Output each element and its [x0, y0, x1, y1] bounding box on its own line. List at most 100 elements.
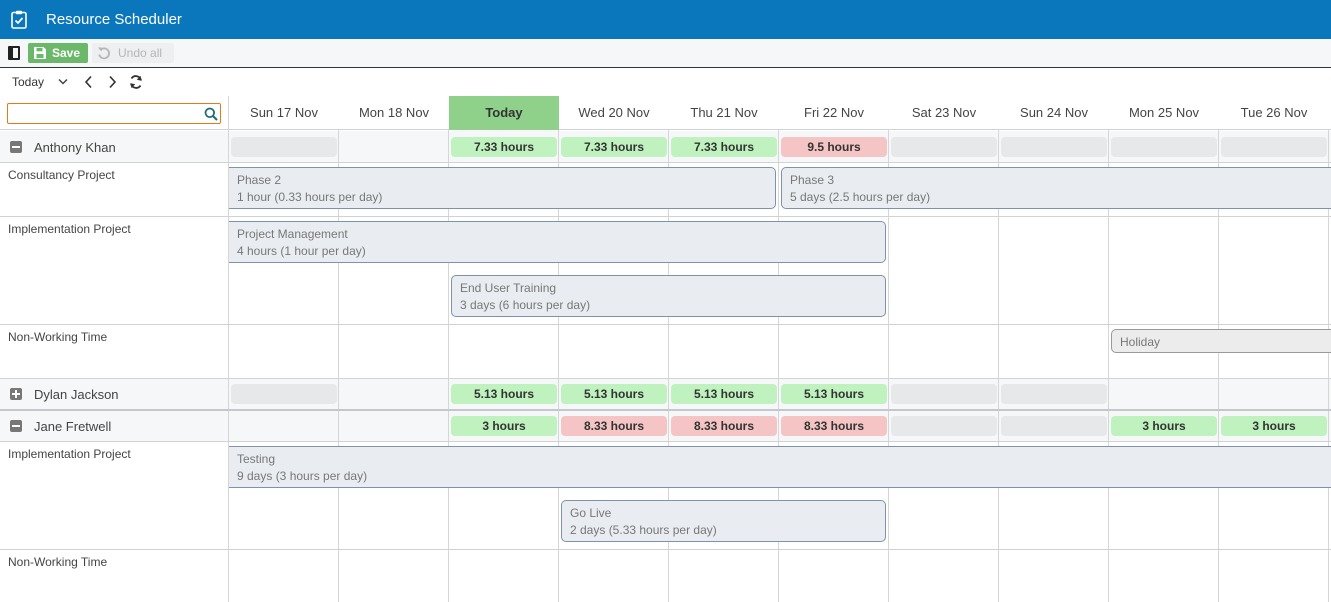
task-title: Phase 3	[790, 173, 835, 187]
daily-total: 3 hours	[1221, 416, 1327, 436]
daily-total: 7.33 hours	[671, 137, 777, 157]
daily-total	[1001, 416, 1107, 436]
today-dropdown[interactable]: Today	[4, 72, 72, 92]
sidebar-toggle-icon[interactable]	[8, 46, 20, 60]
undo-all-button[interactable]: Undo all	[92, 43, 174, 63]
daily-total	[1111, 137, 1217, 157]
day-header: Thu 21 Nov	[690, 105, 758, 120]
project-label: Implementation Project	[8, 222, 131, 236]
task-bar[interactable]: Testing 9 days (3 hours per day)	[229, 446, 1331, 488]
daily-total	[891, 384, 997, 404]
task-bar[interactable]: Project Management 4 hours (1 hour per d…	[229, 221, 886, 263]
project-label: Non-Working Time	[8, 330, 108, 344]
daily-total: 5.13 hours	[451, 384, 557, 404]
grid-line	[1108, 130, 1109, 602]
daily-total: 5.13 hours	[671, 384, 777, 404]
task-detail: 2 days (5.33 hours per day)	[570, 523, 717, 537]
day-header: Sun 24 Nov	[1020, 105, 1088, 120]
task-title: Holiday	[1120, 335, 1161, 349]
project-label: Implementation Project	[8, 447, 131, 461]
calendar-header: Sun 17 Nov Mon 18 Nov Today Wed 20 Nov T…	[0, 96, 1331, 130]
date-navigation: Today	[0, 68, 1331, 96]
task-detail: 1 hour (0.33 hours per day)	[237, 190, 383, 204]
resource-name: Dylan Jackson	[34, 387, 119, 402]
refresh-icon[interactable]	[128, 74, 144, 90]
task-detail: 4 hours (1 hour per day)	[237, 244, 366, 258]
today-dropdown-label: Today	[12, 75, 45, 89]
grid-line	[998, 130, 999, 602]
task-bar[interactable]: End User Training 3 days (6 hours per da…	[451, 275, 886, 317]
grid-line	[668, 130, 669, 602]
daily-total: 5.13 hours	[561, 384, 667, 404]
collapse-icon[interactable]	[10, 141, 22, 153]
daily-total: 7.33 hours	[451, 137, 557, 157]
resource-row: Anthony Khan	[0, 131, 1331, 163]
task-bar[interactable]: Go Live 2 days (5.33 hours per day)	[561, 500, 886, 542]
daily-total	[891, 137, 997, 157]
task-title: Project Management	[237, 227, 348, 241]
grid-line	[448, 130, 449, 602]
daily-total	[231, 137, 337, 157]
day-header-today: Today	[449, 96, 559, 130]
daily-total: 5.13 hours	[781, 384, 887, 404]
clipboard-check-icon	[11, 10, 27, 29]
day-header: Wed 20 Nov	[578, 105, 650, 120]
save-icon	[34, 47, 46, 59]
daily-total: 8.33 hours	[561, 416, 667, 436]
save-label: Save	[52, 46, 81, 60]
search-icon[interactable]	[204, 107, 218, 121]
app-title: Resource Scheduler	[46, 11, 182, 28]
task-detail: 9 days (3 hours per day)	[237, 469, 368, 483]
expand-icon[interactable]	[10, 388, 22, 400]
day-header: Fri 22 Nov	[804, 105, 864, 120]
grid-line	[778, 130, 779, 602]
grid-line	[228, 96, 229, 602]
chevron-right-icon[interactable]	[104, 74, 120, 90]
daily-total: 9.5 hours	[781, 137, 887, 157]
task-title: Go Live	[570, 506, 612, 520]
task-bar[interactable]: Phase 3 5 days (2.5 hours per day)	[781, 167, 1331, 209]
daily-total	[231, 384, 337, 404]
daily-total	[1001, 384, 1107, 404]
grid-line	[558, 130, 559, 602]
project-label: Consultancy Project	[8, 168, 115, 182]
task-detail: 3 days (6 hours per day)	[460, 298, 591, 312]
row-divider	[0, 162, 1331, 163]
grid-line	[888, 130, 889, 602]
day-header: Mon 25 Nov	[1128, 105, 1200, 120]
chevron-down-icon	[58, 78, 68, 85]
daily-total	[891, 416, 997, 436]
task-bar[interactable]: Holiday	[1111, 329, 1331, 353]
collapse-icon[interactable]	[10, 420, 22, 432]
title-bar: Resource Scheduler	[0, 0, 1331, 39]
day-header: Tue 26 Nov	[1240, 105, 1308, 120]
row-divider	[0, 324, 1331, 325]
grid-line	[1328, 130, 1329, 602]
row-divider	[0, 409, 1331, 411]
search-input[interactable]	[12, 106, 198, 121]
daily-total: 8.33 hours	[781, 416, 887, 436]
resource-name: Jane Fretwell	[34, 419, 112, 434]
day-header: Mon 18 Nov	[358, 105, 430, 120]
undo-all-label: Undo all	[118, 46, 163, 60]
undo-icon	[97, 47, 110, 60]
search-box[interactable]	[7, 103, 221, 124]
save-button[interactable]: Save	[28, 43, 88, 63]
task-detail: 5 days (2.5 hours per day)	[790, 190, 931, 204]
task-title: Testing	[237, 452, 276, 466]
row-divider	[0, 441, 1331, 442]
day-header: Sat 23 Nov	[911, 105, 977, 120]
project-label: Non-Working Time	[8, 555, 108, 569]
daily-total: 3 hours	[451, 416, 557, 436]
row-divider	[0, 216, 1331, 217]
task-title: Phase 2	[237, 173, 282, 187]
resource-name: Anthony Khan	[34, 140, 116, 155]
row-divider	[0, 549, 1331, 550]
grid-line	[1218, 130, 1219, 602]
chevron-left-icon[interactable]	[81, 74, 97, 90]
grid-line	[338, 130, 339, 602]
day-header: Sun 17 Nov	[250, 105, 318, 120]
daily-total	[1001, 137, 1107, 157]
task-bar[interactable]: Phase 2 1 hour (0.33 hours per day)	[229, 167, 776, 209]
toolbar: Save Undo all	[0, 39, 1331, 68]
